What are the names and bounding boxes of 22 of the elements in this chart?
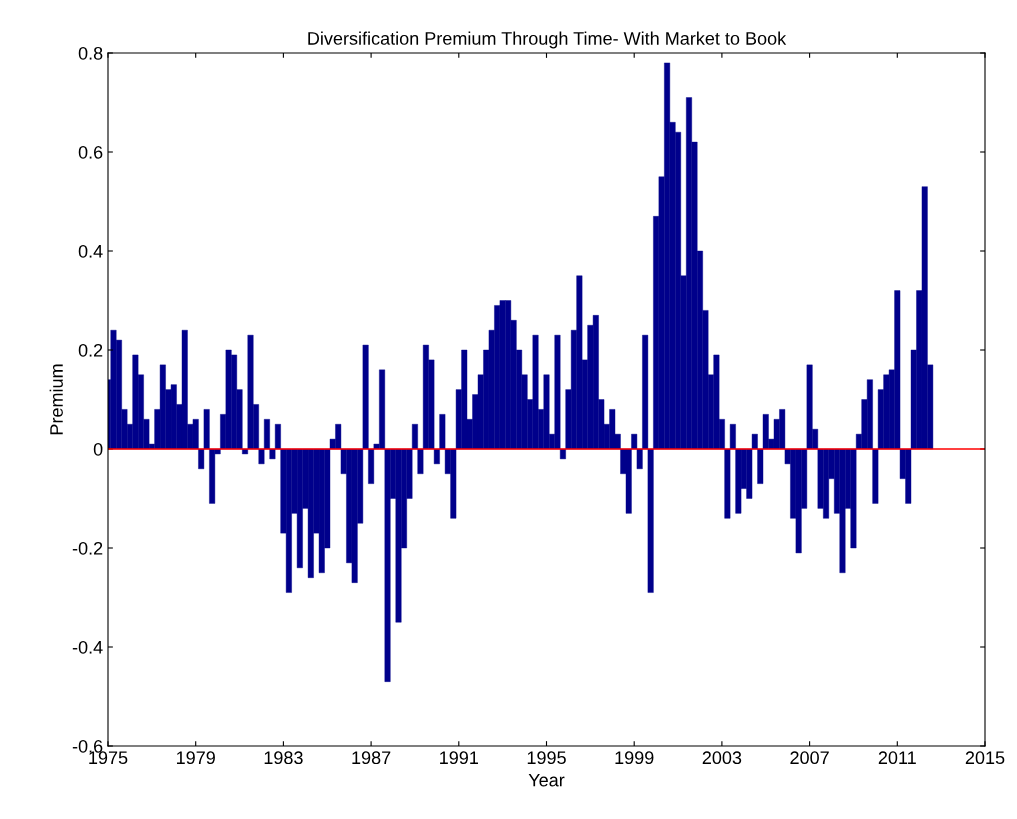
x-tick-label: 2007 — [790, 751, 829, 765]
x-tick-label: 1987 — [352, 751, 391, 765]
x-tick-label: 2015 — [965, 751, 1005, 765]
chart-title: Diversification Premium Through Time- With Market to Book — [308, 31, 787, 49]
x-tick-label: 1999 — [615, 751, 654, 765]
y-tick-label: -0.4 — [72, 640, 103, 654]
x-tick-label: 1979 — [177, 751, 215, 765]
x-tick-label: 1975 — [89, 751, 128, 765]
x-tick-label: 1995 — [527, 751, 566, 765]
x-axis-title: Year — [528, 773, 565, 787]
y-tick-label: 0.2 — [78, 343, 103, 357]
y-tick-label: -0.6 — [72, 739, 103, 753]
x-tick-label: 2003 — [702, 751, 742, 765]
y-tick-label: 0.8 — [78, 46, 103, 60]
y-tick-label: 0.4 — [78, 244, 103, 258]
x-tick-label: 1983 — [264, 751, 303, 765]
x-tick-label: 2011 — [878, 751, 916, 765]
y-tick-label: -0.2 — [72, 541, 103, 555]
y-axis-title: Premium — [49, 364, 63, 435]
x-tick-label: 1991 — [440, 751, 478, 765]
y-tick-label: 0 — [93, 442, 103, 456]
y-tick-label: 0.6 — [78, 145, 103, 159]
